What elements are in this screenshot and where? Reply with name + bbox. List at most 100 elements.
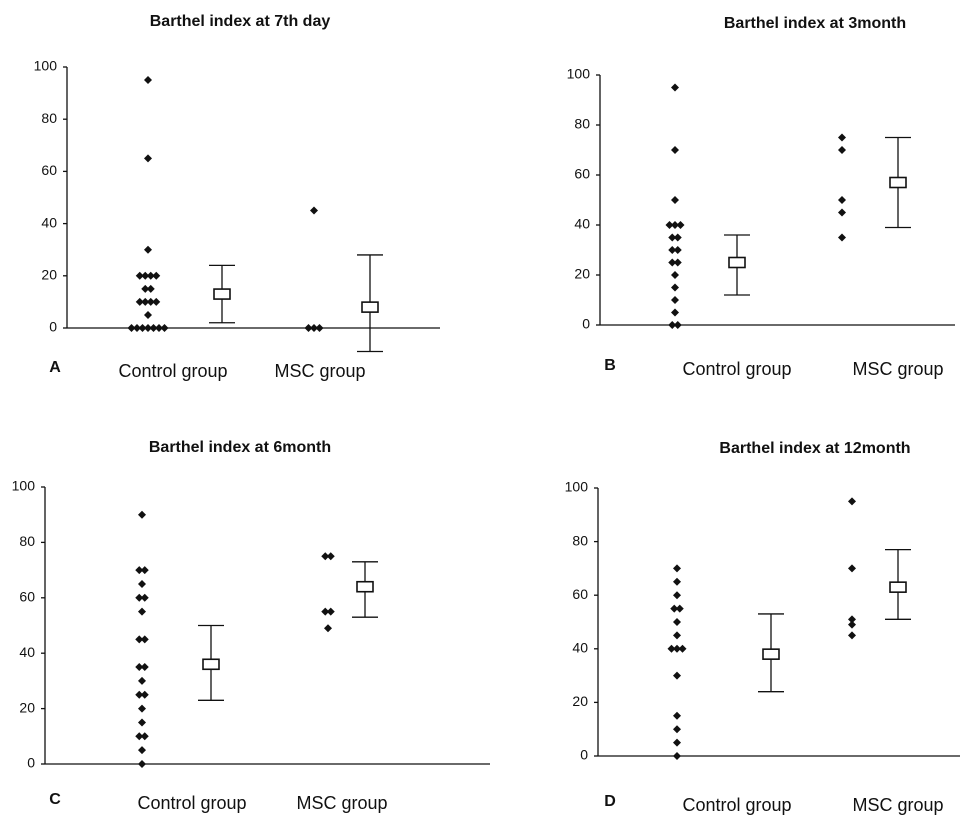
y-tick-label: 100	[34, 58, 58, 74]
panel-label: C	[49, 791, 61, 808]
data-point	[146, 297, 155, 306]
data-point	[673, 618, 681, 626]
data-point	[135, 663, 144, 672]
x-tick-label: Control group	[137, 793, 246, 813]
data-point	[838, 233, 846, 242]
data-point	[673, 725, 681, 734]
x-tick-label: MSC group	[852, 795, 943, 815]
data-point	[848, 615, 856, 624]
data-point	[140, 663, 149, 672]
y-tick-label: 80	[572, 532, 588, 548]
data-point	[138, 718, 146, 727]
data-point	[671, 308, 679, 317]
chart-title: Barthel index at 7th day	[150, 13, 331, 30]
data-point	[146, 284, 155, 293]
data-point	[848, 564, 856, 573]
x-tick-label: Control group	[118, 361, 227, 381]
data-point	[673, 671, 681, 680]
y-tick-label: 40	[574, 216, 590, 232]
mean-box	[728, 256, 746, 269]
y-tick-label: 60	[574, 166, 590, 182]
data-point	[673, 233, 682, 242]
data-point	[671, 83, 679, 92]
data-point	[135, 271, 144, 280]
panel-label: B	[604, 357, 616, 374]
data-point	[673, 258, 682, 267]
data-point	[678, 644, 687, 653]
y-tick-label: 60	[41, 162, 57, 178]
x-tick-label: MSC group	[296, 793, 387, 813]
data-point	[152, 271, 161, 280]
data-point	[138, 746, 146, 755]
y-tick-label: 80	[41, 110, 57, 126]
data-point	[140, 593, 149, 602]
data-point	[326, 607, 335, 616]
data-point	[135, 732, 144, 741]
y-tick-label: 20	[574, 266, 590, 282]
data-point	[676, 221, 685, 229]
data-point	[838, 146, 846, 154]
data-point	[138, 704, 146, 713]
mean-box	[762, 648, 780, 660]
y-tick-label: 40	[41, 214, 57, 230]
data-point	[135, 593, 144, 602]
data-point	[668, 258, 677, 267]
mean-box	[889, 581, 907, 593]
data-point	[135, 690, 144, 699]
data-point	[671, 296, 679, 304]
y-tick-label: 80	[574, 116, 590, 132]
mean-box	[213, 288, 231, 300]
data-point	[310, 206, 318, 215]
data-point	[671, 146, 679, 154]
data-point	[668, 233, 677, 242]
y-tick-label: 0	[27, 755, 35, 771]
x-tick-label: MSC group	[852, 359, 943, 379]
data-point	[140, 566, 149, 575]
data-point	[673, 591, 681, 600]
y-tick-label: 0	[582, 316, 590, 332]
data-point	[670, 604, 679, 613]
data-point	[144, 154, 152, 163]
data-point	[673, 711, 681, 720]
y-tick-label: 20	[19, 699, 35, 715]
data-point	[140, 690, 149, 699]
mean-box	[202, 658, 220, 671]
data-point	[144, 76, 152, 85]
y-tick-label: 100	[12, 478, 36, 494]
y-tick-label: 0	[580, 747, 588, 763]
data-point	[848, 631, 856, 640]
y-tick-label: 0	[49, 319, 57, 335]
data-point	[144, 245, 152, 254]
data-point	[838, 196, 846, 204]
data-point	[671, 271, 679, 279]
data-point	[141, 271, 150, 280]
panel-label: A	[49, 359, 61, 376]
data-point	[141, 297, 150, 306]
y-tick-label: 40	[572, 640, 588, 656]
data-point	[135, 566, 144, 575]
data-point	[838, 133, 846, 142]
panel-label: D	[604, 793, 616, 810]
y-tick-label: 40	[19, 644, 35, 660]
data-point	[848, 620, 856, 629]
mean-box	[361, 301, 379, 313]
data-point	[140, 732, 149, 741]
data-point	[671, 283, 679, 292]
data-point	[321, 552, 330, 561]
chart-title: Barthel index at 6month	[149, 439, 331, 456]
data-point	[321, 607, 330, 616]
data-point	[675, 604, 684, 613]
y-tick-label: 20	[572, 693, 588, 709]
data-point	[140, 635, 149, 644]
y-tick-label: 60	[572, 586, 588, 602]
data-point	[146, 271, 155, 280]
data-point	[848, 497, 856, 506]
data-point	[671, 221, 679, 229]
data-point	[138, 579, 146, 588]
data-point	[673, 577, 681, 586]
data-point	[138, 607, 146, 616]
chart-title: Barthel index at 3month	[724, 15, 906, 32]
data-point	[665, 221, 674, 229]
x-tick-label: Control group	[682, 359, 791, 379]
